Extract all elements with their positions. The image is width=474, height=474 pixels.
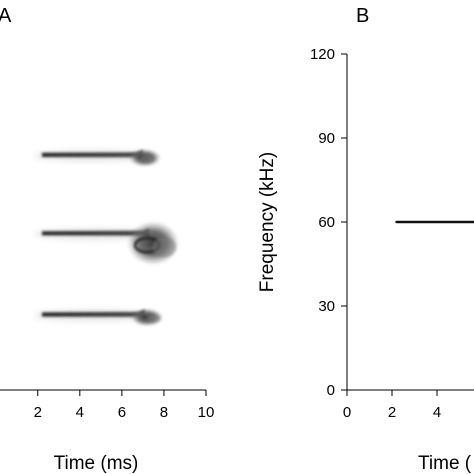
panel-b-y-tick-label: 120 <box>310 46 335 63</box>
panel-b-y-tick-label: 90 <box>318 130 335 147</box>
panel-b-y-tick-label: 30 <box>318 298 335 315</box>
panel-b-y-tick-label: 60 <box>318 214 335 231</box>
panel-b-y-tick-label: 0 <box>327 382 335 399</box>
harmonic-fm-edge <box>146 314 161 323</box>
panel-a-x-axis-title: Time (ms) <box>54 453 139 474</box>
panel-b-x-tick-label: 4 <box>433 404 441 421</box>
panel-a-x-tick-label: 6 <box>118 404 126 421</box>
panel-b-x-ticks: 0 2 4 <box>343 390 441 421</box>
panel-a-signal-marks <box>33 148 180 327</box>
panel-b-plot: 120 90 60 30 0 0 2 4 <box>310 46 474 421</box>
harmonic-cf-line <box>41 309 146 320</box>
harmonic-cf-line <box>41 149 143 160</box>
panel-a-harmonic-1 <box>33 148 161 167</box>
panel-a-x-tick-label: 8 <box>160 404 168 421</box>
panel-a-x-tick-label: 10 <box>198 404 215 421</box>
harmonic-fm-edge <box>140 154 155 163</box>
panel-a: A 2 4 6 8 10 Time (ms) <box>0 5 214 474</box>
panel-a-x-tick-label: 4 <box>76 404 84 421</box>
panel-a-harmonic-3 <box>33 308 164 327</box>
panel-a-plot: 2 4 6 8 10 <box>0 148 215 421</box>
harmonic-fm-edge <box>152 237 177 258</box>
panel-b: B 120 90 60 30 0 0 2 4 Frequency (kHz) Time ( <box>257 5 474 474</box>
panel-b-x-axis-title: Time ( <box>418 453 472 474</box>
panel-a-harmonic-2 <box>33 221 180 266</box>
panel-label-b: B <box>356 5 369 27</box>
panel-a-x-ticks: 2 4 6 8 10 <box>34 390 215 421</box>
harmonic-cf-line <box>41 228 150 239</box>
panel-b-y-ticks: 120 90 60 30 0 <box>310 46 347 399</box>
panel-label-a: A <box>0 5 12 27</box>
panel-b-x-tick-label: 0 <box>343 404 351 421</box>
panel-a-x-tick-label: 2 <box>34 404 42 421</box>
panel-b-y-axis-title: Frequency (kHz) <box>257 152 278 292</box>
panel-b-x-tick-label: 2 <box>388 404 396 421</box>
